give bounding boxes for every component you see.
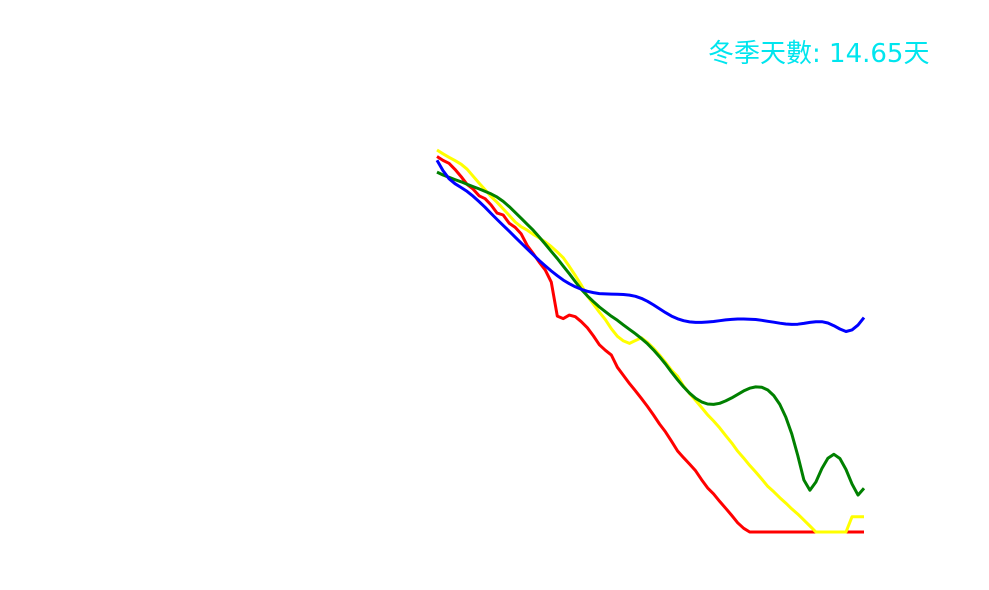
series-line-3 [435, 159, 866, 333]
series-line-1 [436, 148, 864, 534]
chart-title: 冬季天數: 14.65天 [708, 39, 930, 69]
series-line-2 [436, 170, 866, 497]
series-line-0 [436, 155, 864, 534]
